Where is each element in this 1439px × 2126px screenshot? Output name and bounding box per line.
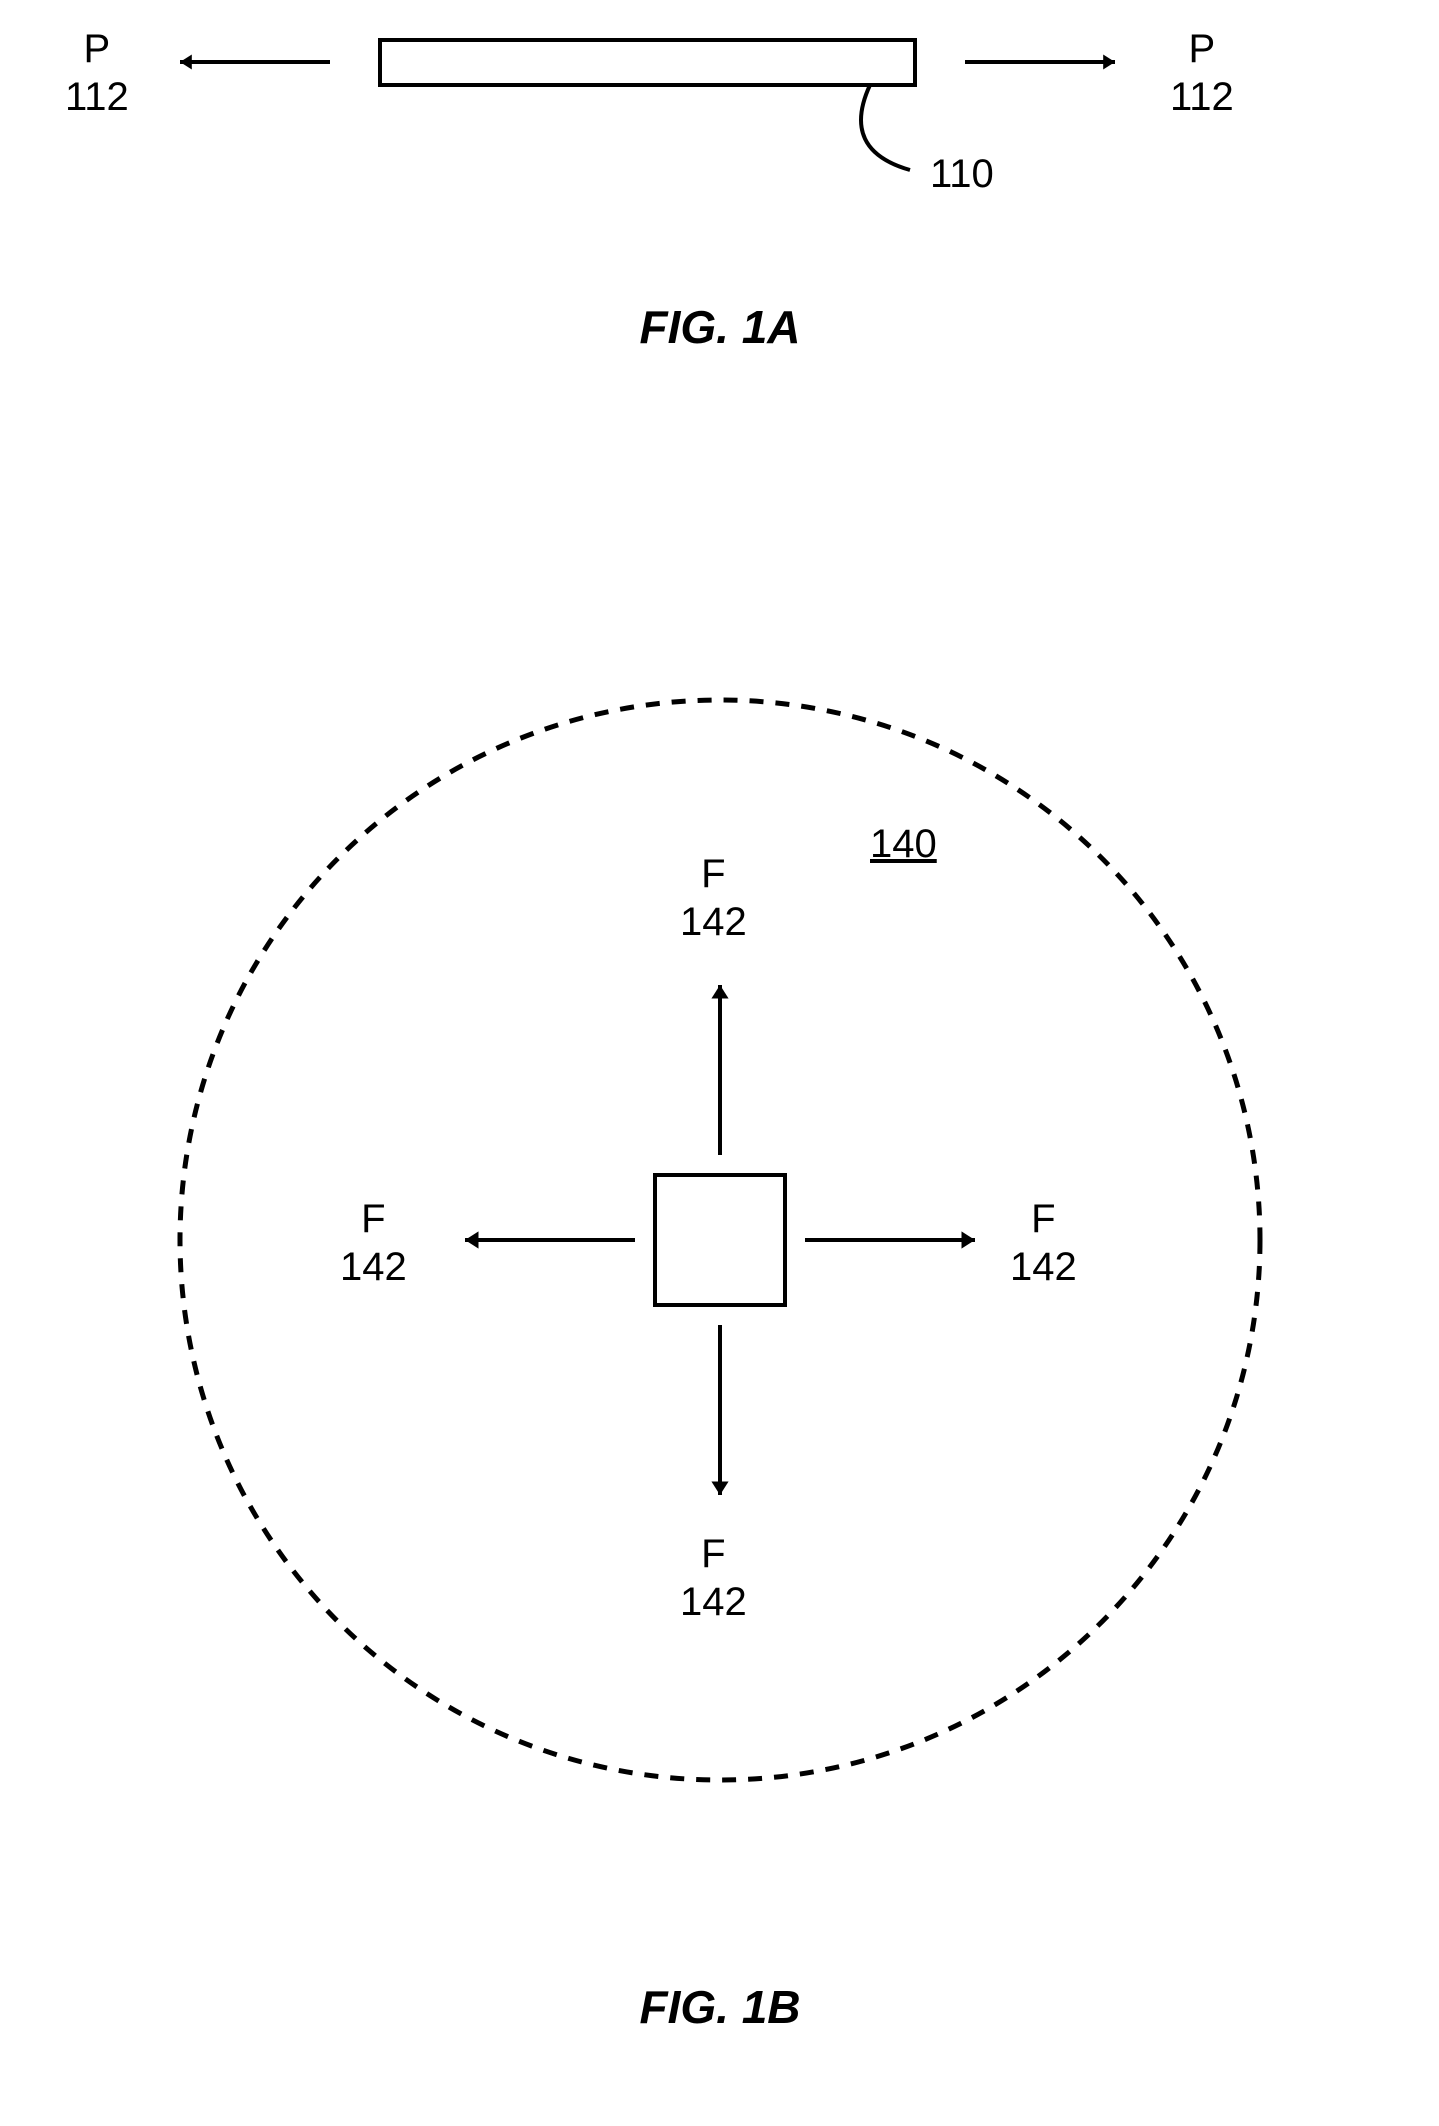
label-f-right: F 142: [1010, 1195, 1077, 1291]
label-f-up: F 142: [680, 850, 747, 946]
label-f-down: F 142: [680, 1530, 747, 1626]
fig-1a: P 112 P 112 110: [0, 20, 1439, 280]
label-f-left-num: 142: [340, 1243, 407, 1291]
label-ref-140: 140: [870, 820, 937, 868]
label-p-right-letter: P: [1189, 27, 1216, 71]
label-f-left: F 142: [340, 1195, 407, 1291]
fig-1b-caption: FIG. 1B: [570, 1980, 870, 2034]
label-p-right-num: 112: [1170, 73, 1234, 121]
label-callout-110: 110: [930, 150, 994, 198]
label-f-down-num: 142: [680, 1578, 747, 1626]
label-f-up-letter: F: [701, 852, 725, 896]
fig-1a-caption: FIG. 1A: [570, 300, 870, 354]
label-p-left: P 112: [65, 25, 129, 121]
label-f-up-num: 142: [680, 898, 747, 946]
label-p-left-letter: P: [84, 27, 111, 71]
label-f-left-letter: F: [361, 1197, 385, 1241]
label-f-down-letter: F: [701, 1532, 725, 1576]
label-p-right: P 112: [1170, 25, 1234, 121]
label-p-left-num: 112: [65, 73, 129, 121]
fig-1b-svg: [0, 560, 1439, 1960]
label-f-right-num: 142: [1010, 1243, 1077, 1291]
label-callout-110-text: 110: [930, 152, 994, 196]
page: P 112 P 112 110 FIG. 1A F 142 F 142 F 14…: [0, 0, 1439, 2126]
label-f-right-letter: F: [1031, 1197, 1055, 1241]
fig-1b: F 142 F 142 F 142 F 142 140: [0, 560, 1439, 1960]
